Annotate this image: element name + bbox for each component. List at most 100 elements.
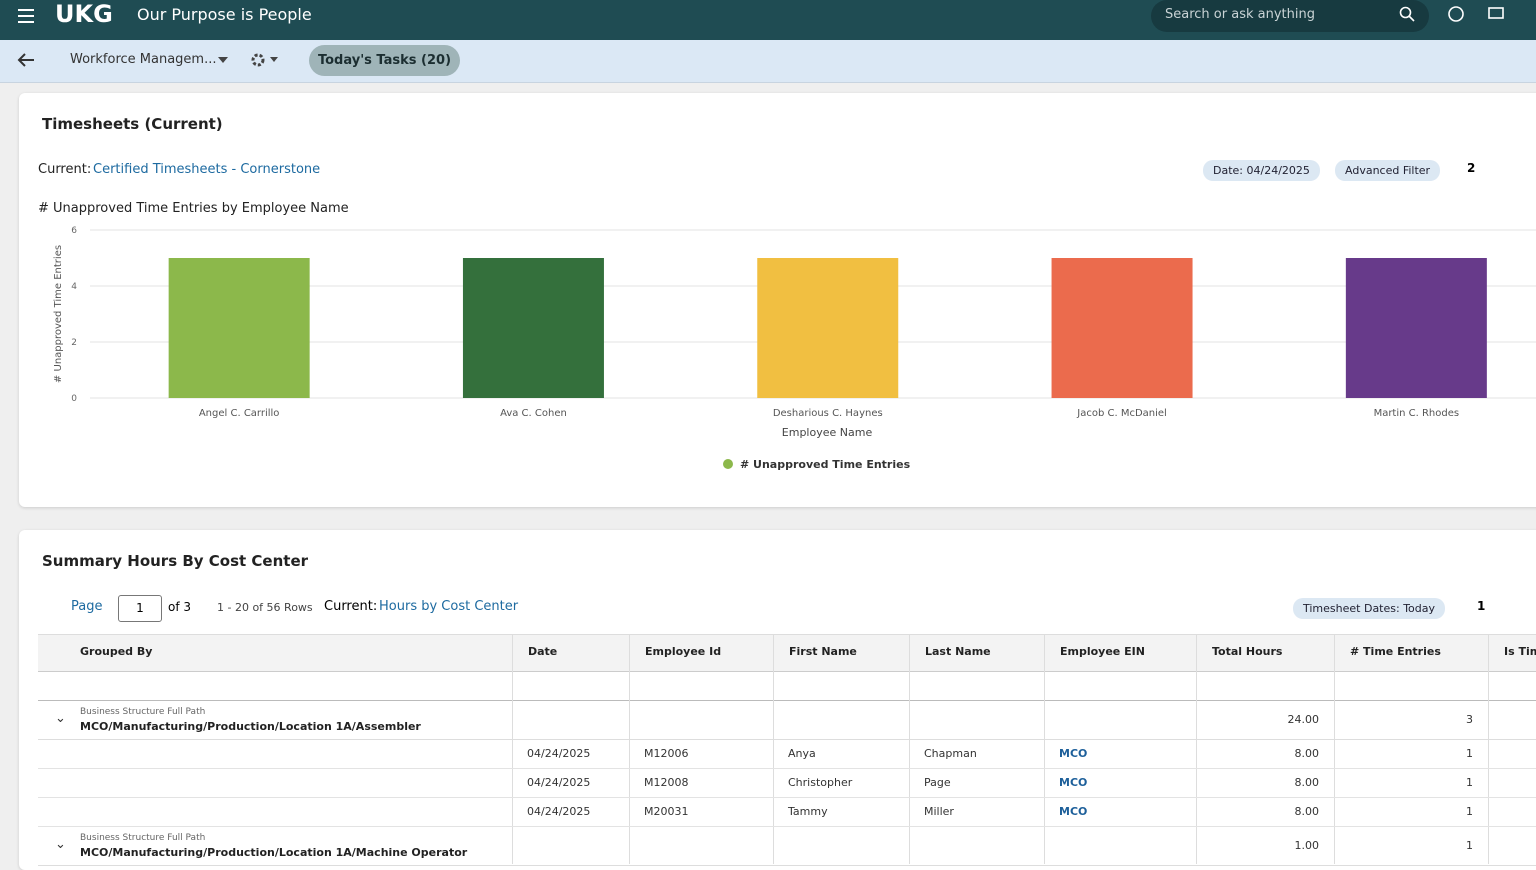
filter-count[interactable]: 1 <box>1477 599 1486 613</box>
cell: 8.00 <box>1294 805 1320 818</box>
chart-title: # Unapproved Time Entries by Employee Na… <box>38 201 349 216</box>
card-title[interactable]: Timesheets (Current) <box>42 115 223 133</box>
bar <box>168 258 310 398</box>
ein-link[interactable]: MCO <box>1059 747 1088 760</box>
back-button[interactable] <box>16 52 36 68</box>
data-row <box>38 769 1536 798</box>
current-view[interactable]: Certified Timesheets - Cornerstone <box>93 162 321 177</box>
ein-link[interactable]: MCO <box>1059 805 1088 818</box>
cell: Tammy <box>788 805 828 818</box>
column-header[interactable]: Employee Id <box>645 645 722 658</box>
y-tick-label: 0 <box>71 394 77 404</box>
workspace-menu[interactable]: Workforce Managem... <box>70 52 217 67</box>
y-axis-label: # Unapproved Time Entries <box>53 245 64 383</box>
settings-icon[interactable] <box>249 51 281 69</box>
expand-icon[interactable]: ⌄ <box>55 837 66 852</box>
tagline: Our Purpose is People <box>137 5 312 24</box>
total-hours: 24.00 <box>1287 713 1320 726</box>
bar <box>1051 258 1193 398</box>
column-header[interactable]: Total Hours <box>1212 645 1283 658</box>
column-divider <box>1196 634 1197 864</box>
column-header[interactable]: Is Tim <box>1504 645 1536 658</box>
search-placeholder: Search or ask anything <box>1165 7 1315 22</box>
cell: 1 <box>1466 747 1473 760</box>
search-box[interactable]: Search or ask anything <box>1151 0 1429 32</box>
cell: 8.00 <box>1294 747 1320 760</box>
y-tick-label: 6 <box>71 226 77 236</box>
filter-row <box>38 671 1536 701</box>
cell: 1 <box>1466 776 1473 789</box>
column-header[interactable]: Employee EIN <box>1060 645 1145 658</box>
top-bar: UKG Our Purpose is People Search or ask … <box>0 0 1536 40</box>
cell: Miller <box>924 805 954 818</box>
search-icon[interactable] <box>1399 6 1415 22</box>
group-path: MCO/Manufacturing/Production/Location 1A… <box>80 720 421 733</box>
page-count: of 3 <box>168 600 192 614</box>
current-view[interactable]: Hours by Cost Center <box>379 599 519 614</box>
y-tick-label: 2 <box>71 338 77 348</box>
cell: 04/24/2025 <box>527 747 591 760</box>
current-label: Current: <box>38 162 92 177</box>
cell: Christopher <box>788 776 853 789</box>
data-row <box>38 798 1536 827</box>
filter-count[interactable]: 2 <box>1467 161 1476 175</box>
cell: Page <box>924 776 951 789</box>
group-path: MCO/Manufacturing/Production/Location 1A… <box>80 846 468 859</box>
column-header[interactable]: Last Name <box>925 645 991 658</box>
dropdown-icon[interactable] <box>218 56 228 64</box>
header-row <box>38 634 1536 672</box>
cell: 1 <box>1466 805 1473 818</box>
x-tick-label: Angel C. Carrillo <box>199 408 280 419</box>
page-label: Page <box>71 599 103 614</box>
group-label: Business Structure Full Path <box>80 707 206 717</box>
column-divider <box>909 634 910 864</box>
x-tick-label: Martin C. Rhodes <box>1374 408 1460 419</box>
column-divider <box>512 634 513 864</box>
advanced-filter[interactable]: Advanced Filter <box>1335 160 1441 181</box>
page-input[interactable]: 1 <box>118 595 162 622</box>
card-title[interactable]: Summary Hours By Cost Center <box>42 552 309 570</box>
cell: 04/24/2025 <box>527 805 591 818</box>
cell: Anya <box>788 747 816 760</box>
toolbar: Workforce Managem... Today's Tasks (20) <box>0 40 1536 83</box>
menu-icon[interactable] <box>16 6 36 26</box>
x-tick-label: Desharious C. Haynes <box>773 408 883 419</box>
column-divider <box>1044 634 1045 864</box>
column-divider <box>773 634 774 864</box>
bar <box>462 258 604 398</box>
column-divider <box>629 634 630 864</box>
date-filter[interactable]: Timesheet Dates: Today <box>1293 598 1446 619</box>
tasks-button[interactable]: Today's Tasks (20) <box>309 45 460 76</box>
y-tick-label: 4 <box>71 282 77 292</box>
cell: M20031 <box>644 805 689 818</box>
current-label: Current: <box>324 599 378 614</box>
brand: UKG <box>55 0 113 28</box>
column-header[interactable]: Date <box>528 645 558 658</box>
bar <box>757 258 899 398</box>
legend-swatch <box>723 459 733 469</box>
column-header[interactable]: First Name <box>789 645 857 658</box>
legend-label: # Unapproved Time Entries <box>740 458 911 471</box>
column-header[interactable]: Grouped By <box>80 645 153 658</box>
cell: 8.00 <box>1294 776 1320 789</box>
cell: M12008 <box>644 776 689 789</box>
column-header[interactable]: # Time Entries <box>1350 645 1441 658</box>
rows-info: 1 - 20 of 56 Rows <box>217 601 313 614</box>
cell: Chapman <box>924 747 977 760</box>
chat-icon[interactable] <box>1487 5 1505 23</box>
help-icon[interactable] <box>1447 5 1465 23</box>
total-hours: 1.00 <box>1294 839 1320 852</box>
data-row <box>38 740 1536 769</box>
column-divider <box>1334 634 1335 864</box>
cell: 04/24/2025 <box>527 776 591 789</box>
time-entries: 3 <box>1466 713 1473 726</box>
ein-link[interactable]: MCO <box>1059 776 1088 789</box>
x-tick-label: Jacob C. McDaniel <box>1076 408 1167 419</box>
group-label: Business Structure Full Path <box>80 833 206 843</box>
date-filter[interactable]: Date: 04/24/2025 <box>1203 160 1320 181</box>
x-tick-label: Ava C. Cohen <box>500 408 567 419</box>
group-row <box>38 701 1536 740</box>
expand-icon[interactable]: ⌄ <box>55 711 66 726</box>
